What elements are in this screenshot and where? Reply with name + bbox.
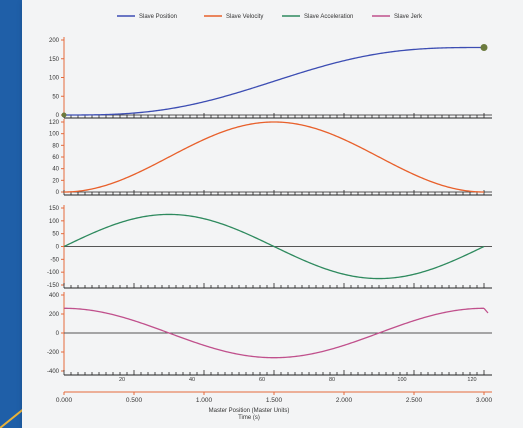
x-axis-label-master: Master Position (Master Units) [209,408,290,414]
legend-entry: Slave Acceleration [282,14,353,20]
legend-label: Slave Acceleration [304,14,353,20]
y-tick-label: 150 [49,206,60,212]
y-tick-label: 400 [49,293,60,299]
series-line [64,46,484,116]
series-line [63,213,485,280]
y-tick-label: 100 [49,76,60,82]
legend-entry: Slave Jerk [372,14,423,20]
y-tick-label: 0 [56,113,60,119]
chart-panel-3: -150 -100 -50 0 50 100 150 [47,205,492,289]
y-tick-label: 80 [52,143,59,149]
master-tick-label: 80 [329,377,335,383]
master-tick-label: 20 [119,377,125,383]
master-tick-label: 60 [259,377,265,383]
y-tick-label: 0 [56,190,60,196]
x-tick-label: 2.000 [336,397,353,404]
x-axis: Master Position (Master Units) Time (s) … [56,377,493,421]
chart-panel [22,0,523,428]
x-tick-label: 0.500 [126,397,143,404]
master-tick-label: 120 [467,377,476,383]
end-point-marker[interactable] [480,44,488,51]
legend-entry: Slave Position [117,14,177,20]
y-tick-label: -100 [47,270,60,276]
motion-profile-chart: Slave Position Slave Velocity Slave Accele… [47,14,493,421]
y-tick-label: -150 [47,283,60,289]
y-tick-label: 50 [52,94,59,100]
y-tick-label: 100 [49,219,60,225]
series-line [63,307,485,359]
legend-label: Slave Jerk [394,14,423,20]
jerk-end-drop [483,307,489,314]
y-tick-label: 20 [52,178,59,184]
start-point-marker[interactable] [61,112,67,118]
x-tick-label: 1.500 [266,397,283,404]
x-axis-label-time: Time (s) [238,415,260,421]
y-tick-label: 40 [52,167,59,173]
y-tick-label: 200 [49,312,60,318]
master-tick-label: 100 [397,377,406,383]
blue-side-band [0,0,22,428]
chart-panels: 0 50 100 150 200 0 20 40 60 80 100 120 -150 -100 -50 0 5… [47,37,492,376]
x-tick-label: 2.500 [406,397,423,404]
y-tick-label: -200 [47,350,60,356]
x-tick-label: 0.000 [56,397,73,404]
x-tick-label: 3.000 [476,397,493,404]
master-tick-label: 40 [189,377,195,383]
y-tick-label: 150 [49,57,60,63]
chart-panel-4: -400 -200 0 200 400 [47,292,492,376]
y-tick-label: 0 [56,245,60,251]
y-tick-label: 120 [49,120,60,126]
y-tick-label: 60 [52,155,59,161]
y-tick-label: 100 [49,132,60,138]
y-tick-label: -50 [50,257,59,263]
series-line [63,121,485,193]
legend-label: Slave Position [139,14,177,20]
chart-panel-2: 0 20 40 60 80 100 120 [49,119,492,196]
chart-panel-1: 0 50 100 150 200 [49,37,492,119]
y-tick-label: 50 [52,232,59,238]
x-tick-label: 1.000 [196,397,213,404]
y-tick-label: 200 [49,38,60,44]
y-tick-label: -400 [47,369,60,375]
y-tick-label: 0 [56,331,60,337]
legend: Slave Position Slave Velocity Slave Accele… [117,14,423,20]
legend-label: Slave Velocity [226,14,263,20]
legend-entry: Slave Velocity [204,14,263,20]
